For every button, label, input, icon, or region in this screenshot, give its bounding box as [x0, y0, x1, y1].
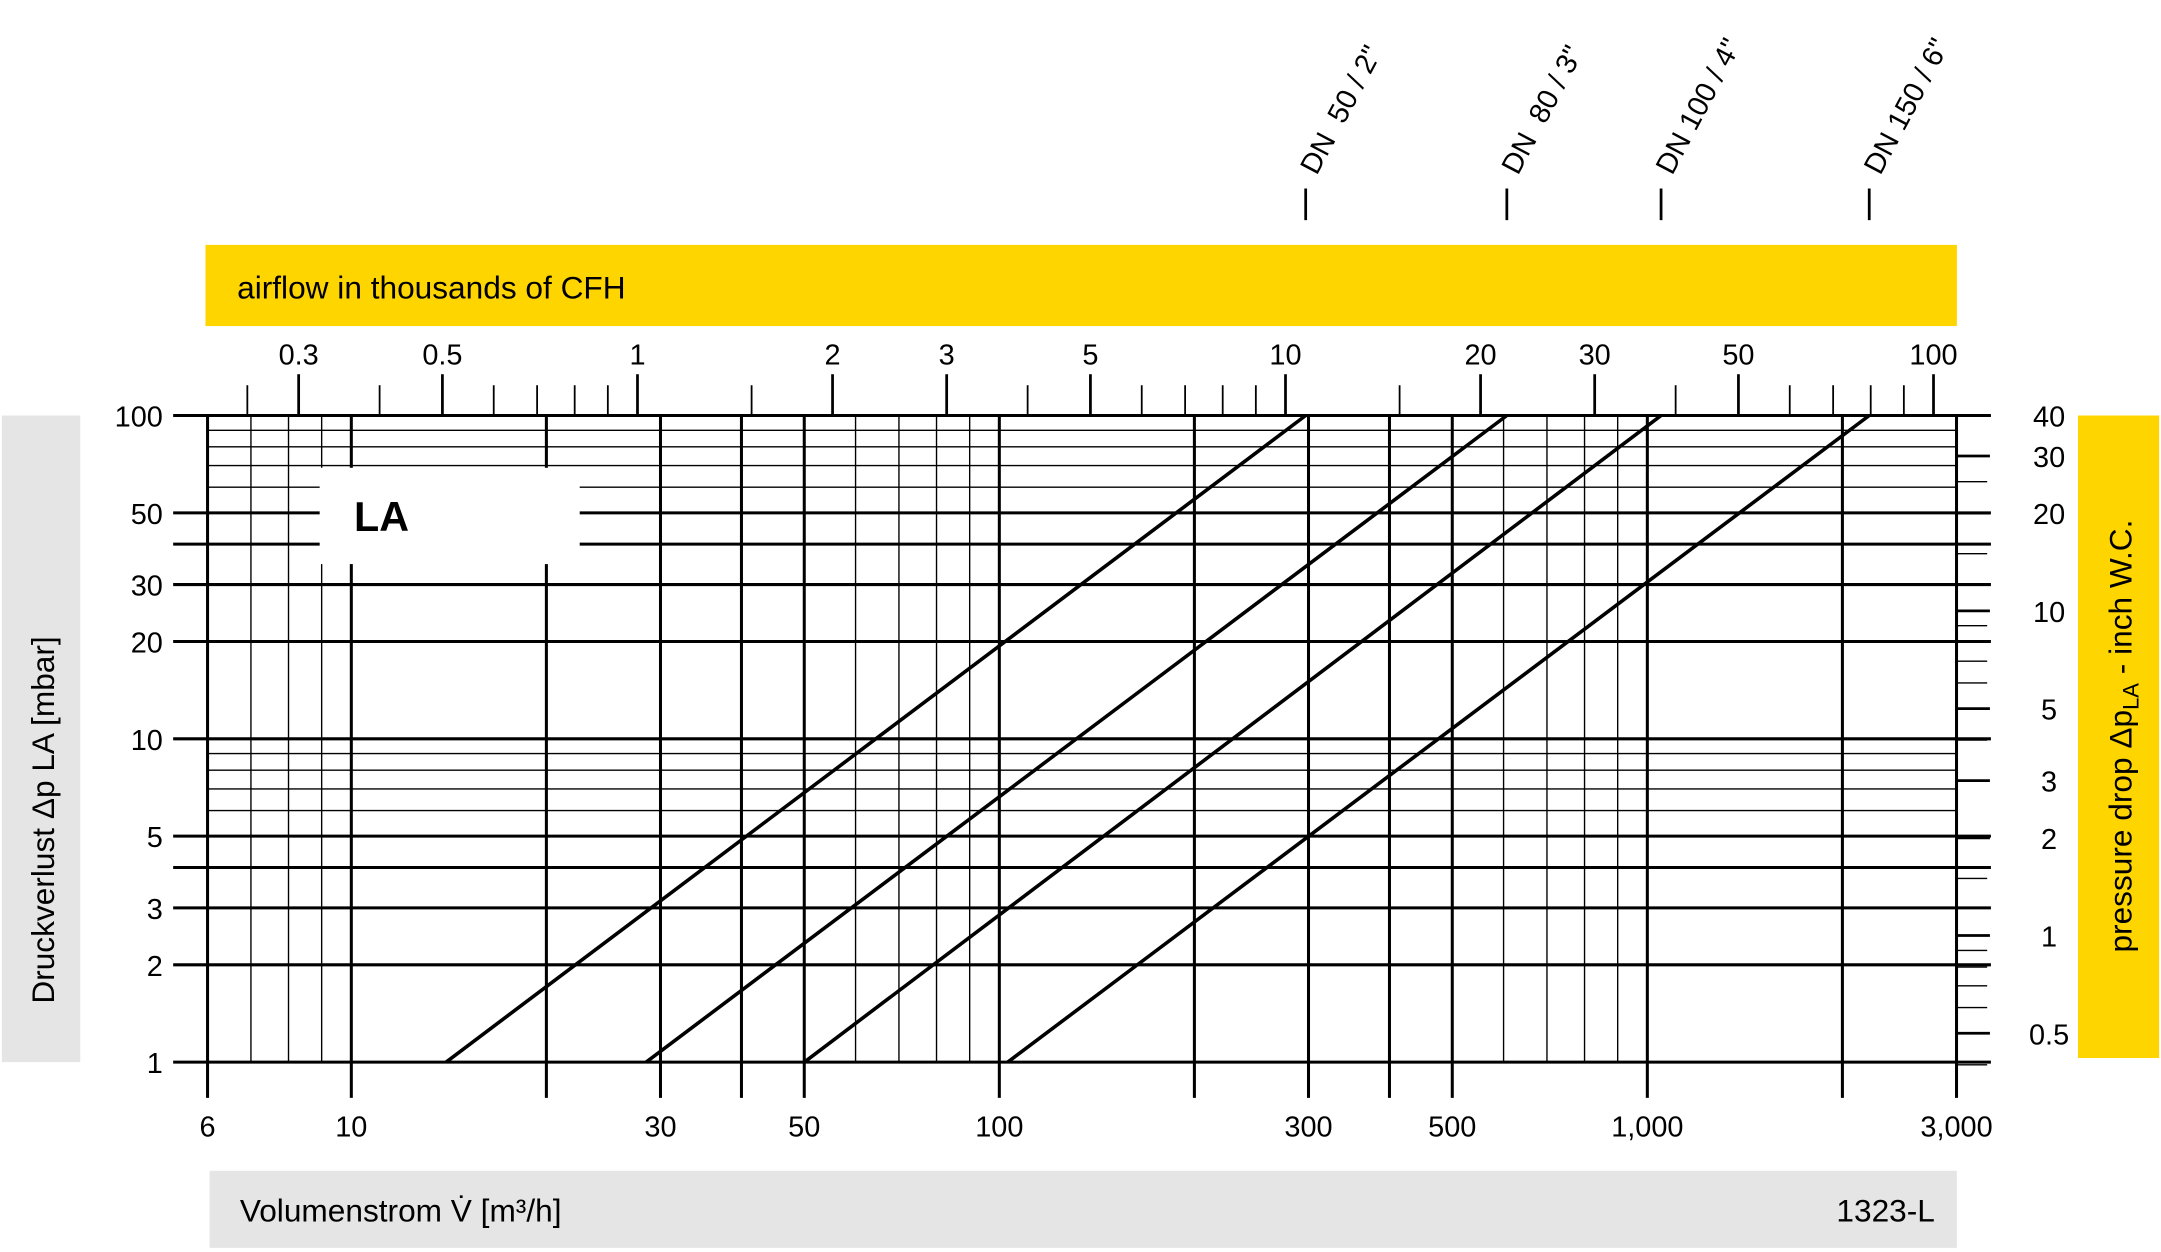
y-tick-label: 30: [131, 571, 163, 603]
series-line-dn-0: [444, 414, 1307, 1064]
x-tick-label: 10: [335, 1111, 367, 1143]
right-tick-label: 1: [2041, 922, 2057, 954]
top-tick-label: 100: [1909, 340, 1957, 372]
y-tick-label: 5: [147, 822, 163, 854]
top-tick-label: 1: [629, 340, 645, 372]
y-tick-label: 100: [115, 402, 163, 434]
y-axis-label: Druckverlust Δp LA [mbar]: [25, 636, 61, 1003]
right-tick-label: 3: [2041, 767, 2057, 799]
y-tick-label: 3: [147, 894, 163, 926]
x-tick-label: 6: [200, 1111, 216, 1143]
x-tick-label: 1,000: [1611, 1111, 1683, 1143]
y-tick-label: 10: [131, 725, 163, 757]
x-tick-label: 500: [1428, 1111, 1476, 1143]
series-label: DN 80 / 3": [1496, 41, 1590, 180]
right-axis-band: [2077, 415, 2160, 1059]
right-tick-label: 10: [2033, 597, 2065, 629]
y-tick-label: 50: [131, 499, 163, 531]
series-label: DN 100 / 4": [1650, 33, 1748, 179]
right-tick-label: 5: [2041, 695, 2057, 727]
top-tick-label: 2: [825, 340, 841, 372]
right-tick-label: 20: [2033, 499, 2065, 531]
chart-code: 1323-L: [1836, 1193, 1934, 1229]
chart-title: LA: [354, 494, 409, 540]
top-tick-label: 50: [1722, 340, 1754, 372]
top-tick-label: 20: [1465, 340, 1497, 372]
y-tick-label: 2: [147, 951, 163, 983]
x-tick-label: 50: [788, 1111, 820, 1143]
x-axis-panel: [209, 1170, 1957, 1248]
y-tick-label: 1: [147, 1048, 163, 1080]
series-line-dn-3: [1006, 414, 1871, 1064]
x-tick-label: 300: [1284, 1111, 1332, 1143]
right-tick-label: 40: [2033, 401, 2065, 433]
top-tick-label: 10: [1269, 340, 1301, 372]
y-axis-panel: [1, 415, 81, 1063]
right-tick-label: 2: [2041, 824, 2057, 856]
series-line-dn-2: [803, 414, 1663, 1064]
top-tick-label: 30: [1579, 340, 1611, 372]
top-tick-label: 3: [939, 340, 955, 372]
top-tick-label: 0.5: [422, 340, 462, 372]
series-label: DN 150 / 6": [1858, 33, 1956, 179]
la-label-box: [319, 467, 580, 565]
x-tick-label: 30: [644, 1111, 676, 1143]
top-tick-label: 0.3: [279, 340, 319, 372]
series-line-dn-1: [644, 414, 1508, 1064]
right-tick-label: 0.5: [2029, 1019, 2069, 1051]
right-axis-label: pressure drop ΔpLA - inch W.C.: [2103, 520, 2144, 953]
series-label: DN 50 / 2": [1295, 41, 1389, 180]
x-tick-label: 100: [975, 1111, 1023, 1143]
top-axis-label: airflow in thousands of CFH: [237, 270, 625, 306]
y-tick-label: 20: [131, 627, 163, 659]
top-axis-band: [205, 244, 1957, 327]
right-tick-label: 30: [2033, 442, 2065, 474]
top-tick-label: 5: [1082, 340, 1098, 372]
x-tick-label: 3,000: [1920, 1111, 1992, 1143]
x-axis-label: Volumenstrom V̇ [m³/h]: [240, 1193, 562, 1229]
